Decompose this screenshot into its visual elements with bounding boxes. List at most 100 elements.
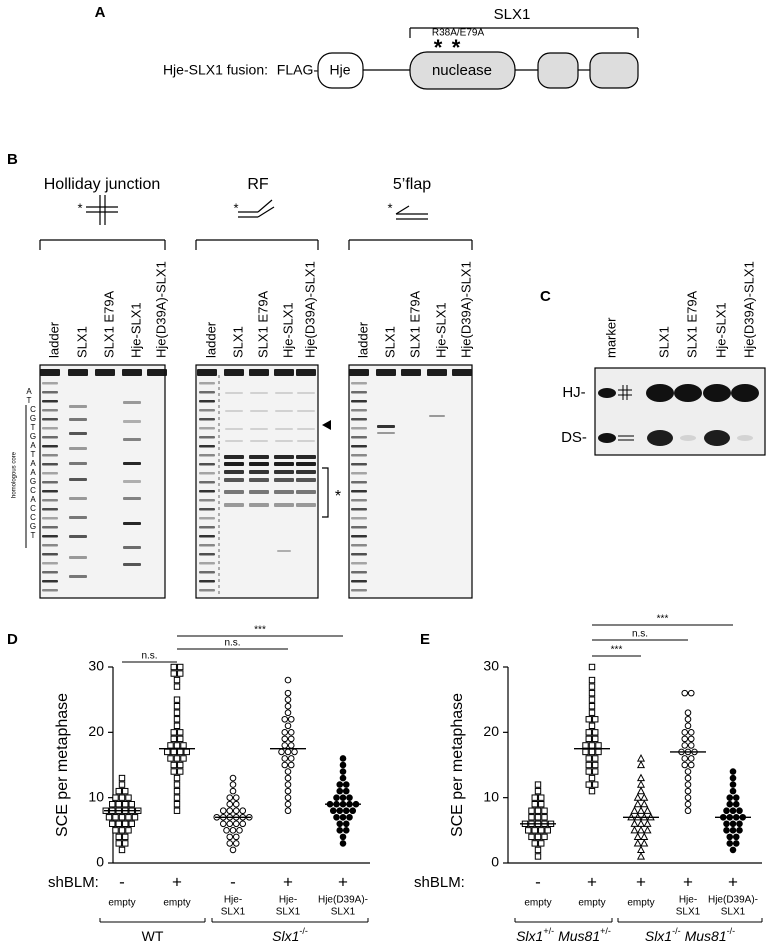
- data-point: [164, 748, 171, 756]
- data-point: [684, 800, 692, 808]
- gel-band: [429, 415, 445, 417]
- data-point: [595, 742, 602, 749]
- y-tick-label: 30: [483, 658, 499, 674]
- gel-band: [674, 384, 702, 402]
- data-point: [284, 696, 292, 703]
- data-point: [592, 761, 599, 769]
- data-point: [226, 840, 234, 847]
- data-point: [538, 801, 545, 808]
- data-point: [729, 787, 737, 795]
- data-point: [232, 820, 240, 828]
- group-label: Slx1-/-: [272, 926, 308, 943]
- data-point: [729, 846, 737, 854]
- data-point: [281, 729, 289, 736]
- data-point: [115, 833, 122, 841]
- ladder-band: [199, 382, 215, 385]
- data-point: [284, 774, 292, 782]
- data-point: [232, 840, 240, 847]
- data-point: [588, 748, 596, 756]
- data-point: [684, 794, 692, 801]
- ladder-band: [199, 517, 215, 520]
- gel-title: Holliday junction: [44, 176, 161, 193]
- data-point: [681, 729, 689, 736]
- group-label-sup: -/-: [672, 926, 681, 936]
- ladder-band: [42, 535, 58, 538]
- ladder-band: [42, 409, 58, 412]
- sample-label: Hje-: [679, 895, 697, 906]
- ladder-band: [42, 472, 58, 475]
- data-point: [684, 807, 692, 815]
- data-point: [125, 814, 132, 821]
- ladder-band: [199, 508, 215, 511]
- sample-label: empty: [163, 898, 190, 909]
- ladder-band: [42, 571, 58, 574]
- data-point: [684, 781, 692, 788]
- data-point: [538, 794, 545, 801]
- data-point: [278, 748, 285, 756]
- data-point: [544, 827, 551, 834]
- data-point: [122, 801, 129, 808]
- well-band: [427, 369, 447, 376]
- group-label-text: Mus81: [685, 928, 727, 944]
- data-point: [585, 735, 592, 743]
- data-point: [534, 787, 542, 795]
- data-point: [726, 794, 734, 801]
- data-point: [729, 807, 737, 815]
- data-point: [595, 748, 602, 756]
- sample-label: Hje(D39A)-: [318, 895, 368, 906]
- shblm-sign: -: [230, 872, 236, 891]
- y-axis-label: SCE per metaphase: [449, 693, 466, 837]
- data-point: [630, 825, 639, 834]
- ladder-band: [42, 526, 58, 529]
- gel-band: [275, 440, 293, 442]
- data-point: [726, 800, 734, 808]
- ladder-band: [42, 400, 58, 403]
- data-point: [284, 702, 292, 710]
- data-point: [723, 820, 730, 828]
- mutation-mark: *: [452, 35, 461, 60]
- domain-name: Hje: [329, 62, 350, 78]
- gel-band: [250, 410, 268, 412]
- data-point: [339, 833, 347, 841]
- gel-band: [250, 428, 268, 430]
- group-label: Slx1+/- Mus81+/-: [516, 926, 611, 943]
- data-point: [541, 814, 548, 821]
- data-point: [281, 742, 289, 749]
- data-point: [284, 781, 292, 788]
- ladder-band: [351, 562, 367, 565]
- ladder-band: [351, 526, 367, 529]
- ladder-band: [199, 562, 215, 565]
- data-point: [180, 755, 187, 762]
- sample-label: SLX1: [676, 907, 701, 918]
- data-point: [687, 742, 695, 749]
- data-point: [723, 827, 730, 834]
- gel-band: [680, 435, 696, 441]
- ladder-band: [42, 445, 58, 448]
- significance-label: n.s.: [141, 651, 157, 662]
- gel-band: [123, 420, 141, 423]
- data-point: [112, 794, 119, 801]
- data-point: [284, 676, 292, 684]
- data-point: [636, 825, 646, 834]
- gel-band: [225, 392, 243, 394]
- group-label-text: Slx1: [645, 928, 672, 944]
- gel-band: [69, 575, 87, 578]
- data-point: [281, 715, 289, 723]
- ladder-band: [199, 580, 215, 583]
- sample-label: Hje-: [279, 895, 297, 906]
- data-point: [170, 735, 177, 743]
- shblm-sign: +: [172, 872, 182, 891]
- significance-label: ***: [657, 614, 669, 625]
- data-point: [633, 793, 642, 801]
- tag-label: FLAG-: [277, 62, 319, 78]
- data-point: [329, 807, 337, 815]
- data-point: [588, 689, 596, 697]
- sequence-letter: G: [30, 477, 36, 486]
- ladder-band: [351, 517, 367, 520]
- well-band: [452, 369, 472, 376]
- data-point: [588, 722, 596, 729]
- data-point: [592, 755, 599, 762]
- ladder-band: [42, 562, 58, 565]
- label-mark: *: [233, 200, 238, 215]
- gel-band: [224, 462, 244, 466]
